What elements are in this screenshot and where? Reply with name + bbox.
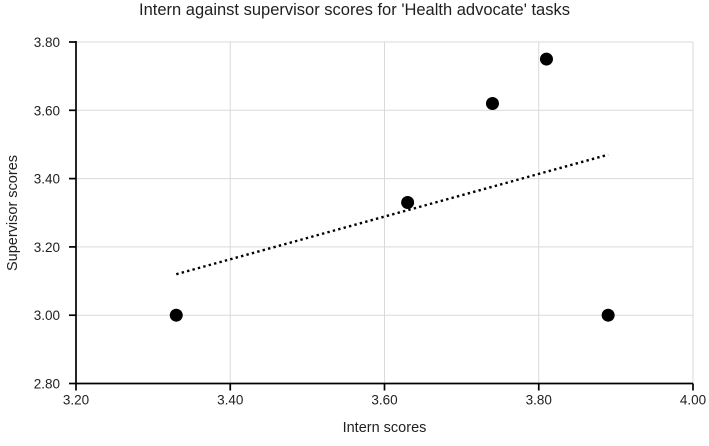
data-point	[601, 308, 615, 322]
data-point	[485, 96, 499, 110]
y-tick-label: 3.60	[34, 103, 60, 118]
y-tick-label: 3.80	[34, 35, 60, 50]
trendline	[175, 153, 609, 276]
x-tick-label: 3.80	[526, 393, 552, 408]
x-tick-label: 3.60	[371, 393, 397, 408]
x-tick-label: 4.00	[680, 393, 706, 408]
x-axis-title: Intern scores	[342, 420, 427, 436]
data-point	[401, 196, 415, 210]
x-tick-label: 3.40	[217, 393, 243, 408]
y-tick-label: 3.20	[34, 240, 60, 255]
chart-title: Intern against supervisor scores for 'He…	[139, 1, 570, 19]
y-tick-label: 3.00	[34, 308, 60, 323]
y-axis-title: Supervisor scores	[5, 154, 21, 272]
y-tick-label: 2.80	[34, 377, 60, 392]
data-point	[169, 308, 183, 322]
data-point	[539, 52, 553, 66]
y-tick-label: 3.40	[34, 172, 60, 187]
x-tick-label: 3.20	[63, 393, 89, 408]
